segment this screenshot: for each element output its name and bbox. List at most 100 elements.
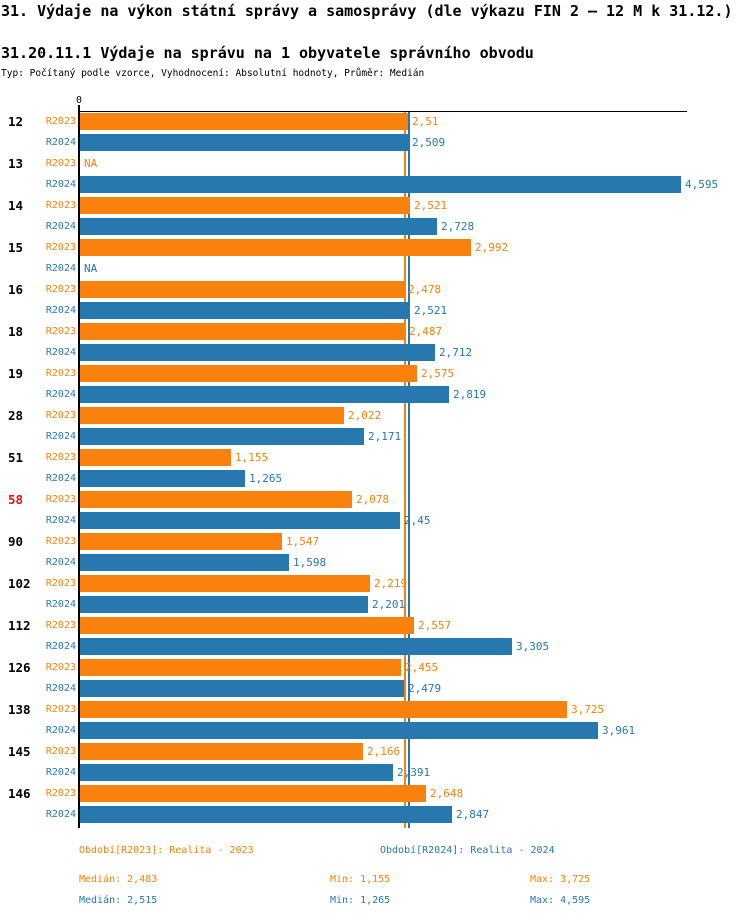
series-label-r2023-138: R2023 [45, 704, 76, 715]
series-label-r2023-14: R2023 [45, 200, 76, 211]
bar-value-label-r2023-15: 2,992 [475, 241, 509, 254]
bar-r2023-126 [80, 659, 401, 676]
legend-max-2023: Max: 3,725 [530, 874, 591, 885]
bar-value-label-r2023-146: 2,648 [430, 787, 464, 800]
bar-value-label-r2023-126: 2,455 [405, 661, 439, 674]
bar-value-label-r2023-28: 2,022 [348, 409, 382, 422]
bar-r2024-102 [80, 596, 368, 613]
bar-value-label-r2024-90: 1,598 [293, 556, 327, 569]
bar-value-label-r2023-145: 2,166 [367, 745, 401, 758]
category-label-12: 12 [8, 114, 24, 129]
series-label-r2024-102: R2024 [45, 599, 76, 610]
series-label-r2023-28: R2023 [45, 410, 76, 421]
series-label-r2023-145: R2023 [45, 746, 76, 757]
series-label-r2023-16: R2023 [45, 284, 76, 295]
bar-na-label-r2023-13: NA [84, 157, 98, 170]
series-label-r2023-90: R2023 [45, 536, 76, 547]
series-label-r2023-146: R2023 [45, 788, 76, 799]
series-label-r2024-58: R2024 [45, 515, 76, 526]
y-axis-line [78, 105, 80, 828]
bar-value-label-r2023-14: 2,521 [414, 199, 448, 212]
category-label-28: 28 [8, 408, 24, 423]
category-label-13: 13 [8, 156, 24, 171]
bar-value-label-r2024-102: 2,201 [372, 598, 406, 611]
series-label-r2024-16: R2024 [45, 305, 76, 316]
bar-r2023-145 [80, 743, 363, 760]
bar-r2024-14 [80, 218, 437, 235]
bar-r2023-90 [80, 533, 282, 550]
bar-r2023-12 [80, 113, 408, 130]
series-label-r2024-145: R2024 [45, 767, 76, 778]
bar-r2024-90 [80, 554, 289, 571]
series-label-r2024-51: R2024 [45, 473, 76, 484]
indicator-title: 31.20.11.1 Výdaje na správu na 1 obyvate… [1, 44, 534, 62]
category-label-58: 58 [8, 492, 24, 507]
series-label-r2023-12: R2023 [45, 116, 76, 127]
bar-value-label-r2024-126: 2,479 [408, 682, 442, 695]
category-label-145: 145 [8, 744, 31, 759]
series-label-r2024-13: R2024 [45, 179, 76, 190]
bar-value-label-r2024-28: 2,171 [368, 430, 402, 443]
median-line-r2024 [408, 111, 410, 828]
bar-r2024-126 [80, 680, 404, 697]
indicator-meta: Typ: Počítaný podle vzorce, Vyhodnocení:… [1, 68, 425, 79]
series-label-r2024-14: R2024 [45, 221, 76, 232]
series-label-r2024-28: R2024 [45, 431, 76, 442]
bar-value-label-r2023-58: 2,078 [356, 493, 390, 506]
median-line-r2023 [404, 111, 406, 828]
category-label-138: 138 [8, 702, 31, 717]
series-label-r2024-146: R2024 [45, 809, 76, 820]
bar-value-label-r2024-12: 2,509 [412, 136, 446, 149]
series-label-r2024-126: R2024 [45, 683, 76, 694]
category-label-15: 15 [8, 240, 24, 255]
bar-r2024-18 [80, 344, 435, 361]
bar-r2024-12 [80, 134, 408, 151]
bar-r2024-58 [80, 512, 400, 529]
category-label-126: 126 [8, 660, 31, 675]
bar-r2023-14 [80, 197, 410, 214]
bar-value-label-r2024-138: 3,961 [602, 724, 636, 737]
series-label-r2024-90: R2024 [45, 557, 76, 568]
category-label-90: 90 [8, 534, 24, 549]
bar-value-label-r2023-12: 2,51 [412, 115, 439, 128]
bar-r2023-19 [80, 365, 417, 382]
bar-r2023-18 [80, 323, 405, 340]
legend-min-2024: Min: 1,265 [330, 895, 391, 906]
bar-r2023-51 [80, 449, 231, 466]
series-label-r2024-18: R2024 [45, 347, 76, 358]
legend-period-2023: Období[R2023]: Realita - 2023 [79, 845, 254, 856]
bar-r2024-112 [80, 638, 512, 655]
bar-value-label-r2023-138: 3,725 [571, 703, 605, 716]
bar-value-label-r2023-19: 2,575 [421, 367, 455, 380]
bar-value-label-r2024-16: 2,521 [414, 304, 448, 317]
report-title: 31. Výdaje na výkon státní správy a samo… [1, 2, 733, 20]
category-label-19: 19 [8, 366, 24, 381]
bar-r2024-51 [80, 470, 245, 487]
series-label-r2024-138: R2024 [45, 725, 76, 736]
bar-value-label-r2024-14: 2,728 [441, 220, 475, 233]
bar-r2023-102 [80, 575, 370, 592]
bar-value-label-r2024-18: 2,712 [439, 346, 473, 359]
series-label-r2024-19: R2024 [45, 389, 76, 400]
series-label-r2024-112: R2024 [45, 641, 76, 652]
bar-r2023-146 [80, 785, 426, 802]
series-label-r2024-15: R2024 [45, 263, 76, 274]
legend-period-2024: Období[R2024]: Realita - 2024 [380, 845, 555, 856]
category-label-146: 146 [8, 786, 31, 801]
bar-value-label-r2023-51: 1,155 [235, 451, 269, 464]
series-label-r2023-58: R2023 [45, 494, 76, 505]
bar-r2024-28 [80, 428, 364, 445]
bar-na-label-r2024-15: NA [84, 262, 98, 275]
series-label-r2023-112: R2023 [45, 620, 76, 631]
bar-value-label-r2023-102: 2,219 [374, 577, 408, 590]
bar-value-label-r2024-58: 2,45 [404, 514, 431, 527]
series-label-r2023-51: R2023 [45, 452, 76, 463]
bar-value-label-r2024-51: 1,265 [249, 472, 283, 485]
series-label-r2023-19: R2023 [45, 368, 76, 379]
x-axis-zero-label: 0 [75, 95, 83, 106]
series-label-r2023-18: R2023 [45, 326, 76, 337]
bar-r2024-19 [80, 386, 449, 403]
bar-r2024-145 [80, 764, 393, 781]
bar-r2024-146 [80, 806, 452, 823]
